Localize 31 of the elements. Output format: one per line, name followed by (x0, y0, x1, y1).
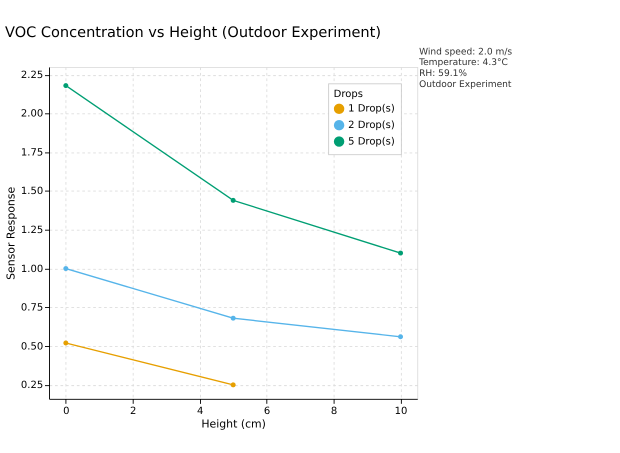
point (230, 382, 236, 388)
point (398, 250, 404, 256)
x-tick-label: 8 (330, 406, 338, 417)
y-tick-label: 0.25 (20, 380, 44, 392)
legend-title: Drops (334, 89, 363, 100)
point (63, 266, 68, 272)
x-tick-label: 4 (196, 406, 204, 417)
y-tick-label: 0.75 (20, 302, 44, 314)
x-tick-label: 0 (63, 406, 70, 417)
y-axis-title: Sensor Response (4, 186, 18, 280)
legend-label: 1 Drop(s) (348, 104, 395, 115)
y-tick-label: 2.25 (20, 70, 44, 81)
point (63, 340, 68, 346)
point (398, 334, 404, 340)
x-tick-label: 2 (130, 406, 136, 417)
y-tick-label: 0.50 (20, 341, 44, 352)
y-tick-label: 1.50 (20, 186, 44, 198)
x-tick-label: 6 (264, 406, 270, 417)
y-tick-label: 1.00 (20, 264, 44, 275)
y-tick-label: 2.00 (20, 108, 44, 120)
chart-title: VOC Concentration vs Height (Outdoor Experiment) (5, 25, 382, 41)
point (63, 83, 68, 88)
x-axis-title: Height (cm) (201, 417, 266, 430)
legend-label: 5 Drop(s) (348, 136, 395, 148)
text: Wind speed: 2.0 m/s Temperature: 4.3°C RH: 59.1% Outdoor Experiment (418, 47, 512, 90)
y-tick-label: 1.75 (20, 147, 44, 158)
point (230, 198, 236, 203)
y-tick-label: 1.25 (20, 224, 44, 236)
legend-label: 2 Drop(s) (348, 120, 395, 131)
x-tick-label: 10 (394, 406, 408, 417)
point (230, 316, 236, 321)
